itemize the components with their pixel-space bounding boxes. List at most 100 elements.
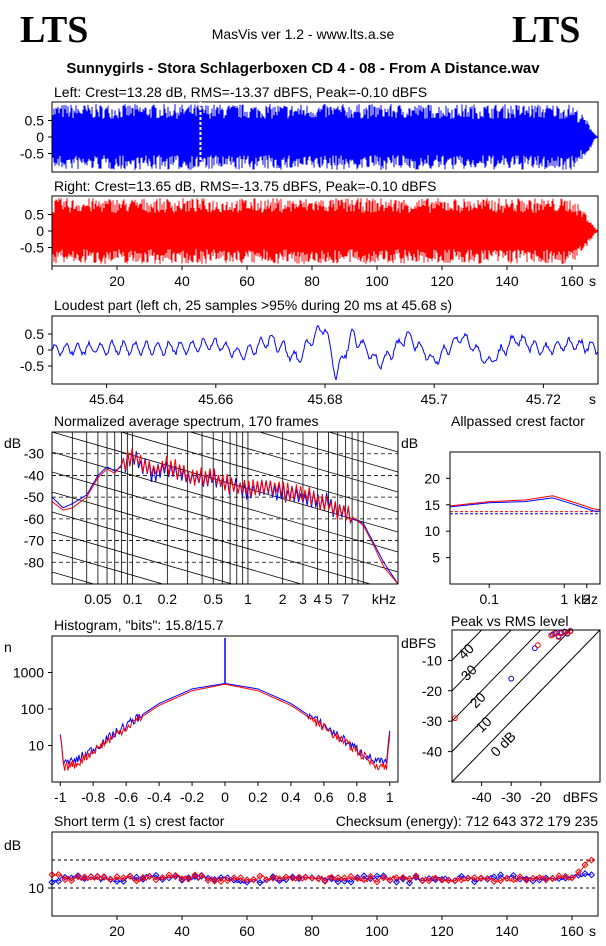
shortcrest-marker-left: [470, 878, 479, 886]
shortcrest-marker-right: [405, 875, 414, 883]
shortcrest-marker-left: [392, 878, 401, 886]
shortcrest-marker-right: [496, 877, 505, 885]
shortcrest-marker-left: [379, 872, 388, 880]
shortcrest-marker-right: [178, 875, 186, 883]
allpass-xtick: 0.1: [479, 591, 499, 607]
shortcrest-marker-right: [379, 874, 388, 882]
shortcrest-marker-right: [74, 873, 82, 881]
right-wave-ytick: -0.5: [20, 240, 44, 256]
spectrum-ytick: -70: [24, 533, 44, 549]
loudest-xtick: 45.66: [198, 391, 233, 407]
spectrum-xtick: 0.1: [123, 591, 143, 607]
shortcrest-marker-left: [496, 871, 505, 879]
loudest-xtick: 45.64: [89, 391, 124, 407]
shortcrest-marker-right: [503, 874, 511, 882]
shortcrest-marker-right: [399, 873, 407, 882]
histogram-xtick: -0.4: [147, 789, 171, 805]
peakrms-point-right: [452, 715, 458, 722]
right-wave-xunit: s: [589, 273, 596, 289]
peakrms-xtick: -20: [531, 789, 551, 805]
peakrms-point-right: [564, 630, 571, 636]
shortcrest-marker-right: [191, 871, 199, 879]
shortcrest-marker-right: [373, 878, 381, 886]
shortcrest-marker-right: [418, 877, 427, 885]
shortcrest-marker-left: [509, 872, 518, 880]
shortcrest-marker-right: [171, 872, 180, 880]
shortcrest-marker-right: [132, 877, 141, 885]
shortcrest-marker-right: [477, 874, 485, 882]
shortcrest-marker-right: [412, 872, 420, 880]
peakrms-point-left: [531, 645, 538, 652]
shortcrest-marker-left: [256, 879, 264, 887]
allpass-series-left: [449, 497, 600, 512]
histogram-xtick: -0.2: [180, 789, 204, 805]
spectrum-xtick: 0.5: [203, 591, 223, 607]
loudest-ytick: 0: [36, 342, 44, 358]
right-wave-xtick: 60: [239, 273, 255, 289]
spectrum-xtick: 2: [279, 591, 287, 607]
allpass-xunit: kHz: [574, 591, 598, 607]
histogram-xtick: -0.8: [81, 789, 105, 805]
shortcrest-xtick: 120: [430, 923, 454, 939]
shortcrest-marker-right: [223, 876, 232, 885]
shortcrest-marker-left: [152, 871, 160, 880]
shortcrest-marker-right: [334, 874, 342, 882]
shortcrest-frame: [51, 831, 599, 917]
histogram-ylabel: n: [4, 639, 12, 655]
shortcrest-marker-right: [548, 875, 557, 883]
shortcrest-marker-right: [236, 874, 245, 882]
spectrum-series-right: [51, 448, 399, 585]
left-wave-frame: [51, 101, 599, 173]
shortcrest-marker-right: [282, 873, 290, 881]
shortcrest-marker-right: [574, 868, 583, 876]
peakrms-ytick: -30: [422, 713, 442, 729]
app-version: MasVis ver 1.2 - www.lts.a.se: [211, 26, 395, 42]
shortcrest-ylabel: dB: [4, 837, 21, 853]
shortcrest-marker-left: [412, 873, 420, 881]
spectrum-slope-line: [52, 471, 398, 573]
shortcrest-marker-right: [204, 876, 212, 884]
shortcrest-marker-right: [535, 874, 544, 882]
allpass-ytick: 15: [424, 497, 440, 513]
shortcrest-marker-right: [366, 872, 375, 881]
shortcrest-marker-right: [113, 873, 121, 881]
shortcrest-xtick: 140: [495, 923, 519, 939]
shortcrest-marker-right: [555, 872, 563, 880]
peakrms-xlabel: dBFS: [563, 789, 598, 805]
allpass-ylabel: dB: [401, 435, 418, 451]
right-wave-xtick: 160: [560, 273, 584, 289]
loudest-ytick: 0.5: [25, 326, 45, 342]
loudest-signal: [51, 324, 599, 381]
shortcrest-marker-left: [347, 878, 355, 886]
shortcrest-marker-right: [139, 873, 147, 882]
histogram-series-left: [59, 682, 391, 766]
shortcrest-marker-right: [314, 875, 323, 883]
spectrum-xtick: 4: [313, 591, 321, 607]
peakrms-point-right: [548, 632, 555, 639]
histogram-xtick: 0.6: [314, 789, 334, 805]
spectrum-slope-line: [52, 531, 234, 584]
peakrms-point-left: [508, 675, 515, 682]
shortcrest-marker-right: [61, 876, 69, 884]
spectrum-xtick: 7: [342, 591, 350, 607]
shortcrest-marker-left: [184, 874, 193, 882]
peakrms-diag-label: 20: [466, 689, 488, 711]
shortcrest-marker-right: [542, 876, 550, 884]
left-wave-title: Left: Crest=13.28 dB, RMS=-13.37 dBFS, P…: [54, 84, 427, 100]
spectrum-xtick: 3: [299, 591, 307, 607]
loudest-ytick: -0.5: [20, 358, 44, 374]
spectrum-xtick: 5: [325, 591, 333, 607]
shortcrest-marker-right: [184, 875, 193, 883]
shortcrest-marker-right: [483, 875, 492, 883]
shortcrest-marker-right: [262, 876, 271, 884]
right-wave-ytick: 0: [36, 223, 44, 239]
spectrum-xtick: 0.05: [84, 591, 111, 607]
loudest-xtick: 45.72: [526, 391, 561, 407]
shortcrest-marker-left: [327, 875, 336, 883]
shortcrest-marker-right: [301, 873, 310, 881]
left-wave-signal: [51, 104, 599, 170]
shortcrest-marker-right: [516, 873, 524, 881]
shortcrest-marker-right: [48, 871, 56, 879]
shortcrest-marker-left: [490, 873, 498, 881]
